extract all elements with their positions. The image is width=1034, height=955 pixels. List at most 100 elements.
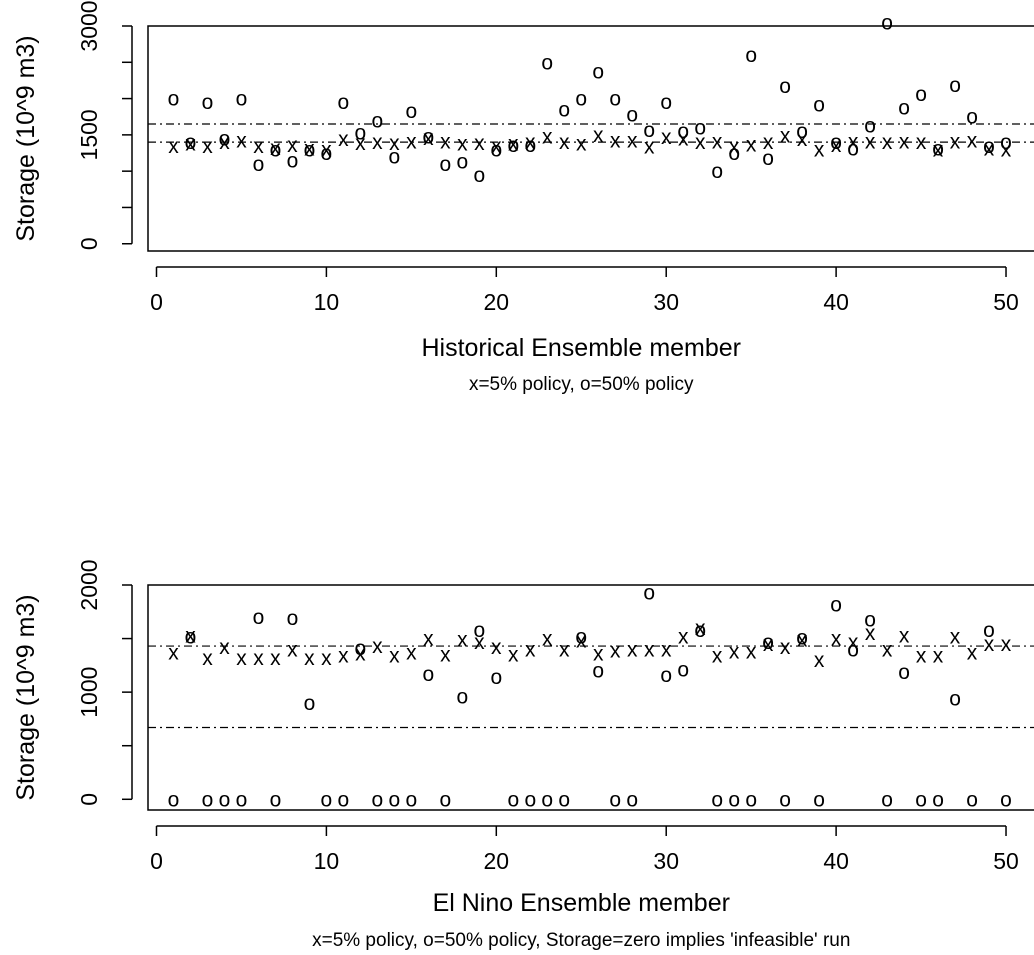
x-point: x [423,628,434,651]
o-point: o [524,788,536,811]
o-point: o [626,104,638,127]
o-point: o [406,100,418,123]
x-point: x [474,132,485,155]
o-point: o [355,637,367,660]
x-tick-label: 0 [150,848,163,874]
x-point: x [899,130,910,153]
o-point: o [847,138,859,161]
o-point: o [609,788,621,811]
o-point: o [1000,131,1012,154]
x-point: x [644,638,655,661]
x-point: x [270,647,281,670]
x-point: x [321,138,332,161]
o-point: o [541,788,553,811]
x-point: x [576,133,587,156]
x-point: x [712,130,723,153]
o-point: o [592,660,604,683]
x-point: x [729,640,740,663]
o-point: o [932,138,944,161]
o-point: o [796,120,808,143]
o-point: o [253,606,265,629]
o-point: o [643,119,655,142]
o-point: o [932,788,944,811]
x-point: x [372,131,383,154]
o-point: o [168,88,180,111]
x-point: x [491,636,502,659]
o-point: o [219,128,231,151]
y-tick-label: 0 [76,237,102,250]
o-point: o [355,122,367,145]
o-point: o [168,788,180,811]
o-point: o [745,44,757,67]
x-point: x [168,135,179,158]
o-point: o [558,98,570,121]
o-point: o [711,160,723,183]
x-point: x [950,130,961,153]
o-point: o [439,153,451,176]
o-point: o [473,164,485,187]
x-point: x [814,649,825,672]
o-point: o [439,788,451,811]
x-point: x [593,643,604,666]
o-point: o [507,788,519,811]
x-point: x [763,633,774,656]
o-point: o [287,149,299,172]
o-point: o [304,138,316,161]
x-point: x [865,622,876,645]
y-tick-label: 2000 [76,559,102,610]
x-point: x [253,647,264,670]
o-point: o [881,788,893,811]
x-point: x [576,630,587,653]
o-point: o [507,134,519,157]
x-point: x [559,638,570,661]
o-point: o [677,659,689,682]
o-point: o [219,788,231,811]
o-point: o [779,788,791,811]
o-point: o [456,151,468,174]
x-point: x [916,131,927,154]
o-point: o [1000,788,1012,811]
o-point: o [847,638,859,661]
x-point: x [780,125,791,148]
x-point: x [950,625,961,648]
x-point: x [780,636,791,659]
x-point: x [355,132,366,155]
x-tick-label: 30 [653,289,679,315]
o-point: o [490,138,502,161]
o-point: o [813,93,825,116]
x-point: x [882,131,893,154]
o-point: o [372,109,384,132]
x-point: x [355,643,366,666]
x-point: x [916,645,927,668]
o-point: o [304,692,316,715]
x-point: x [627,638,638,661]
o-point: o [864,114,876,137]
o-point: o [575,625,587,648]
x-point: x [474,631,485,654]
y-axis-title: Storage (10^9 m3) [12,594,40,800]
o-point: o [728,142,740,165]
x-point: x [542,628,553,651]
x-point: x [729,135,740,158]
x-tick-label: 40 [823,848,849,874]
x-point: x [695,131,706,154]
x-point: x [661,638,672,661]
o-point: o [422,125,434,148]
x-point: x [253,135,264,158]
o-point: o [660,664,672,687]
o-point: o [338,91,350,114]
o-point: o [966,106,978,129]
x-point: x [440,644,451,667]
x-point: x [457,133,468,156]
x-point: x [525,638,536,661]
o-point: o [915,83,927,106]
x-point: x [508,644,519,667]
o-point: o [338,788,350,811]
x-point: x [338,128,349,151]
o-point: o [711,788,723,811]
x-point: x [185,133,196,156]
x-point: x [610,639,621,662]
o-point: o [202,91,214,114]
o-point: o [236,88,248,111]
x-tick-label: 20 [484,848,510,874]
